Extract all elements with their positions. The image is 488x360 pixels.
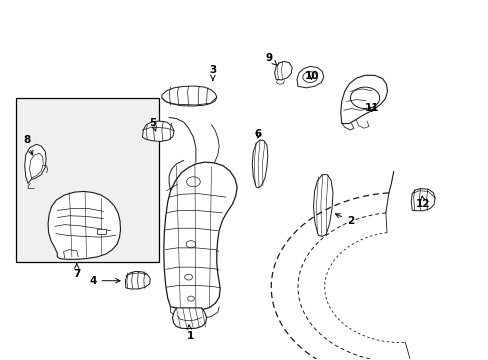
Polygon shape xyxy=(142,121,174,141)
Polygon shape xyxy=(162,86,216,106)
Text: 7: 7 xyxy=(73,263,81,279)
Polygon shape xyxy=(340,75,386,123)
Polygon shape xyxy=(296,66,323,88)
Text: 11: 11 xyxy=(364,103,378,113)
Text: 12: 12 xyxy=(415,196,430,209)
Polygon shape xyxy=(410,189,434,211)
Text: 9: 9 xyxy=(264,53,277,66)
Polygon shape xyxy=(172,308,206,329)
Text: 1: 1 xyxy=(186,325,193,342)
Polygon shape xyxy=(48,192,120,259)
Polygon shape xyxy=(274,62,291,80)
Polygon shape xyxy=(252,140,267,188)
Bar xyxy=(97,229,106,234)
Text: 3: 3 xyxy=(209,65,216,81)
Text: 10: 10 xyxy=(304,71,318,81)
Polygon shape xyxy=(25,144,46,184)
Text: 4: 4 xyxy=(89,276,120,286)
Text: 8: 8 xyxy=(23,135,33,155)
Text: 2: 2 xyxy=(335,214,353,226)
Text: 5: 5 xyxy=(149,118,156,131)
Polygon shape xyxy=(125,271,150,289)
Text: 6: 6 xyxy=(254,129,261,139)
Polygon shape xyxy=(313,175,332,237)
Polygon shape xyxy=(163,162,237,310)
Bar xyxy=(16,98,159,262)
